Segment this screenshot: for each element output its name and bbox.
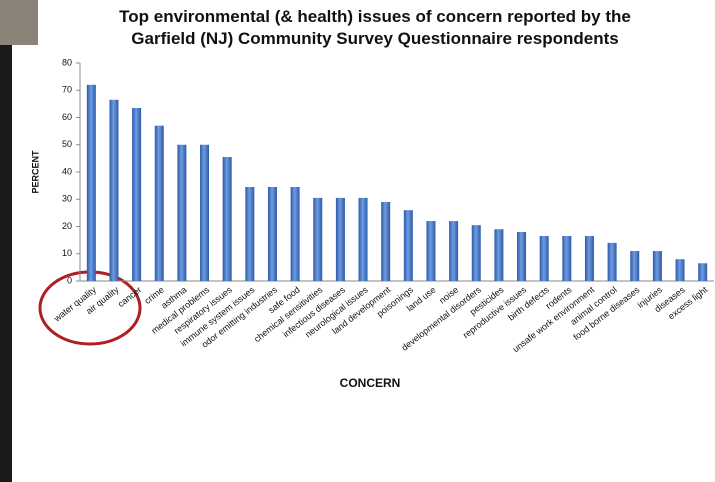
bar <box>471 225 481 281</box>
bar <box>607 242 617 281</box>
photo-fragment <box>0 0 38 45</box>
y-tick-label: 30 <box>62 194 72 204</box>
bar <box>267 186 277 281</box>
bar <box>86 84 96 281</box>
bar <box>245 186 255 281</box>
bar <box>494 229 504 281</box>
bar <box>381 201 391 281</box>
bar <box>562 236 572 281</box>
y-axis-label: PERCENT <box>30 150 40 194</box>
chart-title: Top environmental (& health) issues of c… <box>119 7 631 48</box>
bar <box>222 157 232 281</box>
bar <box>517 231 527 281</box>
bar <box>584 236 594 281</box>
y-tick-label: 10 <box>62 248 72 258</box>
bar <box>132 107 142 282</box>
bar <box>290 186 300 281</box>
y-tick-label: 70 <box>62 85 72 95</box>
y-tick-label: 40 <box>62 166 72 176</box>
bar <box>200 144 210 281</box>
bar <box>426 221 436 281</box>
bar <box>449 221 459 281</box>
y-tick-label: 60 <box>62 112 72 122</box>
bar <box>109 99 119 281</box>
y-tick-label: 0 <box>67 275 72 285</box>
bar <box>403 210 413 281</box>
y-tick-label: 20 <box>62 221 72 231</box>
bar <box>675 259 685 281</box>
bar <box>177 144 187 281</box>
bar <box>335 197 345 281</box>
bar <box>698 263 708 281</box>
y-tick-label: 50 <box>62 139 72 149</box>
bar <box>652 251 662 281</box>
bar <box>313 197 323 281</box>
x-axis-label: CONCERN <box>340 376 401 390</box>
bar <box>358 197 368 281</box>
bar <box>154 125 164 281</box>
side-strip <box>0 0 12 482</box>
bar <box>539 236 549 281</box>
bar <box>630 251 640 281</box>
y-tick-label: 80 <box>62 57 72 67</box>
